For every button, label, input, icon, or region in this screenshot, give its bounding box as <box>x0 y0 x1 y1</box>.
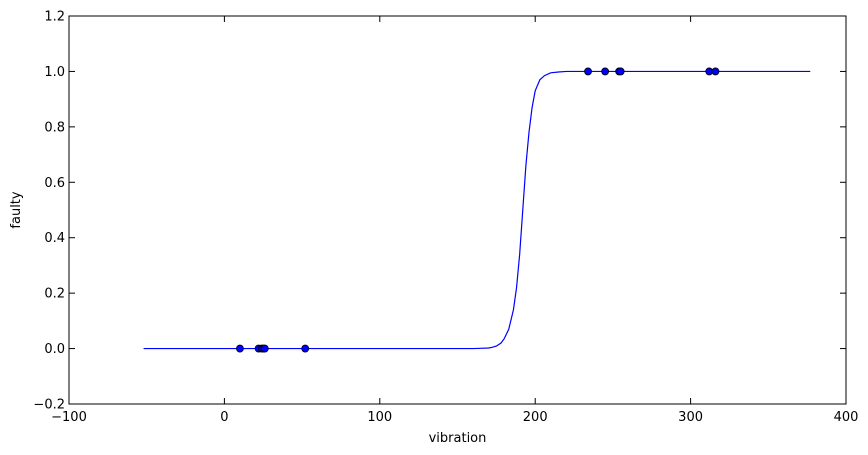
y-tick-label: 0.2 <box>44 287 65 302</box>
data-point <box>584 67 592 76</box>
x-tick-label: 100 <box>367 410 392 425</box>
y-tick-label: 0.8 <box>44 120 65 135</box>
data-point <box>616 67 625 76</box>
x-tick-label: 200 <box>523 410 548 425</box>
data-point <box>236 344 244 353</box>
plot-area <box>143 67 811 353</box>
y-tick-label: 0.6 <box>44 176 65 191</box>
x-tick-label: −100 <box>51 410 87 425</box>
x-tick-label: 400 <box>834 410 859 425</box>
sigmoid-fit-line <box>143 70 811 350</box>
data-point <box>711 67 720 76</box>
y-tick-label: 1.2 <box>44 10 65 25</box>
data-point <box>301 344 310 353</box>
x-tick-label: 0 <box>220 410 228 425</box>
axes-frame <box>68 15 847 405</box>
y-tick-label: 0.0 <box>44 342 65 357</box>
y-tick-label: −0.2 <box>33 398 65 413</box>
data-point <box>601 67 610 76</box>
y-tick-label: 1.0 <box>44 65 65 80</box>
x-tick-label: 300 <box>678 410 703 425</box>
x-axis-label: vibration <box>429 431 487 446</box>
ticks: −100 0 100 200 300 400 −0.2 0.0 0.2 0.4 0.6 0.8 1.0 1… <box>33 10 858 426</box>
y-axis-label: faulty <box>9 191 24 228</box>
data-point <box>260 344 269 353</box>
y-tick-label: 0.4 <box>44 231 65 246</box>
